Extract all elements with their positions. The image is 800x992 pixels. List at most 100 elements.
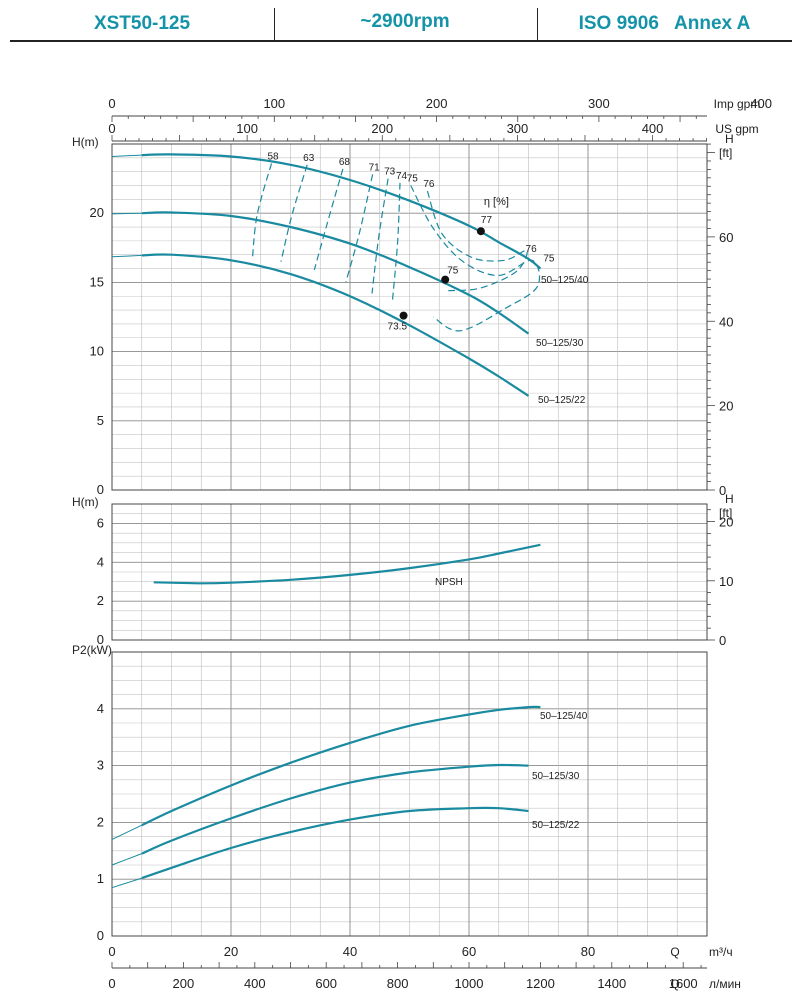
right-axis-label: 40: [719, 314, 733, 329]
y-tick-label: 0: [97, 482, 104, 497]
imp-gpm-tick-label: 400: [750, 96, 772, 111]
imp-gpm-tick-label: 200: [426, 96, 448, 111]
curve-extension: [111, 154, 142, 157]
iso-standard: ISO 9906 Annex A: [578, 13, 751, 34]
efficiency-iso-line: [313, 168, 344, 271]
y-tick-label: 15: [90, 274, 104, 289]
curve-power-50-125-40: [141, 705, 541, 827]
efficiency-iso-line: [280, 164, 308, 262]
lmin-tick-label: 200: [173, 976, 195, 991]
m3h-tick-label: 0: [108, 944, 115, 959]
y-tick-label: 1: [97, 871, 104, 886]
pump-speed: ~2900rpm: [360, 11, 450, 32]
y-axis-label: H(m): [72, 135, 99, 149]
imp-gpm-tick-label: 300: [588, 96, 610, 111]
curve-head-50-125-30: [141, 211, 530, 335]
y-axis-label: H(m): [72, 495, 99, 509]
bep-point: [399, 311, 408, 320]
pump-model: XST50-125: [93, 13, 191, 34]
curve-extension: [111, 853, 142, 866]
efficiency-iso-label: 75: [543, 254, 555, 265]
lmin-tick-label: 1400: [597, 976, 626, 991]
efficiency-iso-line: [345, 174, 374, 283]
efficiency-label: η [%]: [484, 196, 509, 208]
efficiency-iso-label: 75: [407, 174, 419, 185]
efficiency-iso-label: 74: [396, 171, 408, 182]
imp-gpm-tick-label: 100: [263, 96, 285, 111]
curve-label: 50–125/22: [532, 820, 580, 831]
efficiency-iso-label: 63: [303, 153, 315, 164]
curve-label: 50–125/30: [536, 338, 584, 349]
curve-power-50-125-30: [141, 763, 529, 855]
us-gpm-tick-label: 0: [108, 121, 115, 136]
header-divider: [537, 8, 538, 40]
lmin-tick-label: 1200: [526, 976, 555, 991]
y-tick-label: 0: [97, 632, 104, 647]
right-axis-title: H: [725, 492, 734, 506]
efficiency-iso-line: [426, 190, 528, 292]
plot-frame: [111, 143, 708, 491]
efficiency-iso-label: 71: [369, 162, 381, 173]
us-gpm-tick-label: 100: [236, 121, 258, 136]
m3h-tick-label: 60: [462, 944, 476, 959]
y-tick-label: 4: [97, 554, 104, 569]
plot-frame: [111, 651, 708, 937]
us-gpm-tick-label: 300: [507, 121, 529, 136]
y-tick-label: 6: [97, 515, 104, 530]
bep-label: 75: [447, 266, 459, 277]
efficiency-iso-line: [371, 178, 389, 294]
us-gpm-tick-label: 400: [642, 121, 664, 136]
us-gpm-axis-label: US gpm: [715, 122, 758, 136]
us-gpm-tick-label: 200: [371, 121, 393, 136]
right-axis-title: [ft]: [719, 146, 732, 160]
right-axis-label: 10: [719, 574, 733, 589]
curve-extension: [111, 254, 142, 258]
efficiency-iso-label: 73: [384, 167, 396, 178]
m3h-axis-label: m³/ч: [709, 945, 733, 959]
curve-label: NPSH: [435, 577, 463, 588]
y-tick-label: 2: [97, 593, 104, 608]
efficiency-iso-line: [391, 182, 401, 304]
bep-point: [441, 275, 450, 284]
y-tick-label: 20: [90, 205, 104, 220]
header-divider: [274, 8, 275, 40]
m3h-tick-label: 40: [343, 944, 357, 959]
efficiency-iso-line: [410, 185, 541, 332]
efficiency-iso-line: [251, 163, 273, 259]
curve-extension: [111, 877, 142, 889]
y-tick-label: 5: [97, 413, 104, 428]
y-tick-label: 10: [90, 344, 104, 359]
curve-power-50-125-22: [141, 806, 529, 880]
curve-label: 50–125/40: [540, 711, 588, 722]
right-axis-label: 0: [719, 483, 726, 498]
curve-label: 50–125/30: [532, 771, 580, 782]
y-tick-label: 3: [97, 758, 104, 773]
right-axis-label: 60: [719, 230, 733, 245]
y-axis-label: P2(kW): [72, 643, 112, 657]
m3h-tick-label: 80: [581, 944, 595, 959]
lmin-tick-label: 600: [315, 976, 337, 991]
lmin-tick-label: 800: [387, 976, 409, 991]
bep-label: 77: [481, 215, 493, 226]
efficiency-iso-label: 76: [526, 244, 538, 255]
chart-header: XST50-125 ~2900rpm ISO 9906 Annex A: [10, 8, 792, 42]
y-tick-label: 2: [97, 814, 104, 829]
curve-label: 50–125/22: [538, 395, 586, 406]
curve-npsh-npsh: [153, 543, 541, 585]
lmin-tick-label: 1600: [669, 976, 698, 991]
plot-frame: [111, 503, 708, 641]
flow-symbol: Q: [670, 977, 679, 991]
bep-label: 73.5: [388, 322, 408, 333]
lmin-tick-label: 1000: [455, 976, 484, 991]
efficiency-iso-label: 76: [423, 179, 435, 190]
m3h-tick-label: 20: [224, 944, 238, 959]
flow-symbol: Q: [670, 945, 679, 959]
right-axis-label: 20: [719, 515, 733, 530]
curve-extension: [111, 824, 143, 840]
efficiency-iso-label: 58: [267, 151, 279, 162]
right-axis-title: [ft]: [719, 506, 732, 520]
efficiency-iso-label: 68: [339, 157, 351, 168]
y-tick-label: 4: [97, 701, 104, 716]
lmin-tick-label: 0: [108, 976, 115, 991]
